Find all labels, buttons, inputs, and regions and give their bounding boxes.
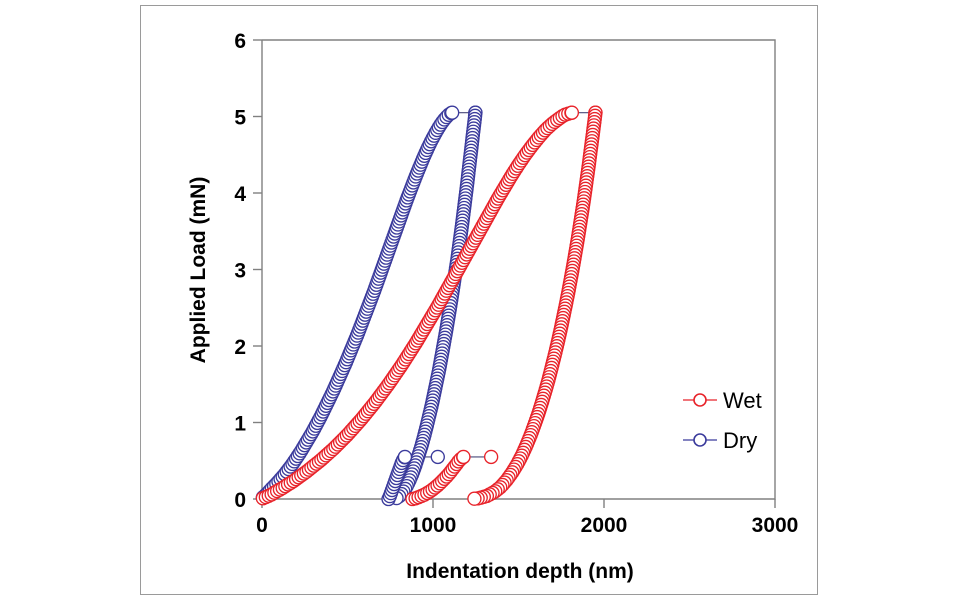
legend-label: Wet bbox=[723, 388, 762, 413]
plot-axes-frame bbox=[261, 39, 776, 500]
x-axis-ticks: 0 1000 2000 3000 bbox=[256, 499, 798, 537]
x-tick-label: 2000 bbox=[581, 514, 628, 537]
y-tick-label: 0 bbox=[234, 489, 246, 512]
data-point-marker bbox=[483, 449, 499, 465]
data-point-marker bbox=[456, 449, 471, 465]
y-tick-label: 3 bbox=[234, 260, 246, 283]
y-tick-label: 1 bbox=[234, 413, 246, 436]
chart-legend: Wet Dry bbox=[683, 388, 762, 453]
data-point-marker bbox=[430, 449, 445, 465]
y-axis-ticks: 0 1 2 3 4 5 6 bbox=[234, 30, 262, 512]
data-point-marker bbox=[467, 491, 482, 506]
y-axis-title: Applied Load (mN) bbox=[187, 177, 210, 364]
legend-label: Dry bbox=[723, 428, 757, 453]
data-point-marker bbox=[444, 105, 460, 120]
plot-border bbox=[261, 39, 776, 500]
y-tick-label: 6 bbox=[234, 30, 246, 53]
legend-marker-icon bbox=[693, 393, 707, 407]
data-series-layer bbox=[255, 105, 603, 507]
y-tick-label: 4 bbox=[234, 183, 246, 206]
legend-marker-icon bbox=[693, 433, 707, 447]
legend-item-wet: Wet bbox=[683, 388, 762, 413]
x-tick-label: 1000 bbox=[410, 514, 457, 537]
x-axis-title: Indentation depth (nm) bbox=[406, 560, 633, 583]
x-tick-label: 0 bbox=[256, 514, 268, 537]
series-wet bbox=[255, 105, 603, 507]
data-point-marker bbox=[564, 105, 580, 120]
legend-item-dry: Dry bbox=[683, 428, 757, 453]
y-tick-label: 2 bbox=[234, 336, 246, 359]
series-dry bbox=[255, 105, 483, 507]
x-tick-label: 3000 bbox=[752, 514, 799, 537]
data-point-marker bbox=[397, 449, 413, 465]
y-tick-label: 5 bbox=[234, 107, 246, 130]
